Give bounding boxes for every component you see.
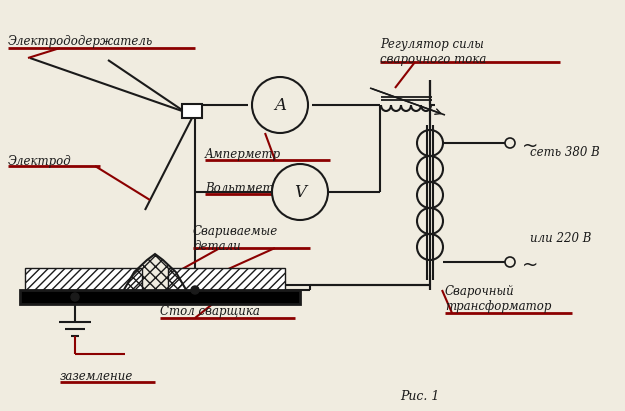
Circle shape: [191, 286, 199, 294]
Text: ~: ~: [522, 256, 538, 275]
Bar: [168, 268, 285, 290]
Circle shape: [71, 293, 79, 301]
Text: Свариваемые
детали: Свариваемые детали: [193, 225, 278, 253]
Text: Стол сварщика: Стол сварщика: [160, 305, 260, 318]
Text: A: A: [274, 97, 286, 113]
Bar: [20, 290, 300, 304]
Text: Электрод: Электрод: [8, 155, 72, 168]
Bar: [168, 268, 285, 290]
Text: V: V: [294, 183, 306, 201]
Circle shape: [505, 257, 515, 267]
Circle shape: [252, 77, 308, 133]
Text: сеть 380 В: сеть 380 В: [530, 145, 600, 159]
Text: Амперметр: Амперметр: [205, 148, 281, 161]
Text: заземление: заземление: [60, 370, 133, 383]
Bar: [182, 104, 202, 118]
Text: Сварочный
трансформатор: Сварочный трансформатор: [445, 285, 551, 313]
Text: Регулятор силы
сварочного тока: Регулятор силы сварочного тока: [380, 38, 486, 66]
Text: Вольтметр: Вольтметр: [205, 182, 281, 195]
Circle shape: [272, 164, 328, 220]
Bar: [25, 268, 142, 290]
Text: ~: ~: [522, 136, 538, 155]
Text: или 220 В: или 220 В: [530, 231, 591, 245]
Bar: [25, 268, 142, 290]
Text: Электрододержатель: Электрододержатель: [8, 35, 153, 48]
Circle shape: [505, 138, 515, 148]
Text: Рис. 1: Рис. 1: [400, 390, 439, 403]
